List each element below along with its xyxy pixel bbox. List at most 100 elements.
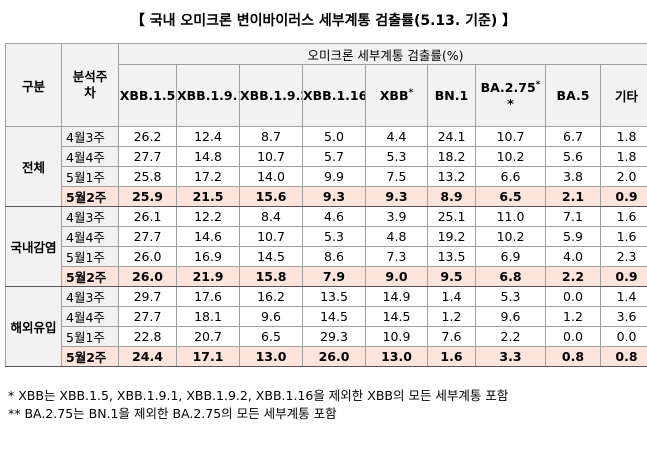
value-cell: 7.1 [545, 206, 601, 227]
value-cell: 8.7 [239, 126, 303, 147]
value-cell: 17.1 [176, 346, 240, 367]
value-cell: 27.7 [118, 306, 177, 327]
value-cell: 29.3 [302, 326, 366, 347]
value-cell: 24.1 [427, 126, 476, 147]
table-row: 5월2주 24.4 17.1 13.0 26.0 13.0 1.6 3.3 0.8 0.8 [6, 346, 647, 367]
week-cell: 5월1주 [61, 326, 119, 347]
column-header-label: 기타 [615, 89, 639, 104]
value-cell: 16.9 [176, 246, 240, 267]
value-cell: 14.5 [239, 246, 303, 267]
footnote-marker: * [535, 80, 541, 91]
column-header-label: BA.2.75 [480, 80, 536, 96]
week-cell: 4월4주 [61, 146, 119, 167]
table-row: 5월1주 25.8 17.2 14.0 9.9 7.5 13.2 6.6 3.8 2.0 [6, 166, 647, 187]
value-cell: 12.2 [176, 206, 240, 227]
value-cell: 6.9 [475, 246, 546, 267]
week-cell: 4월3주 [61, 286, 119, 307]
column-header-label: BA.5 [556, 88, 590, 103]
table-row: 4월4주 27.7 14.6 10.7 5.3 4.8 19.2 10.2 5.9 1.6 [6, 226, 647, 247]
value-cell: 14.5 [365, 306, 428, 327]
value-cell: 1.4 [427, 286, 476, 307]
column-header-label: XBB.1.5 [119, 88, 176, 103]
value-cell: 0.0 [545, 286, 601, 307]
footnotes: * XBB는 XBB.1.5, XBB.1.9.1, XBB.1.9.2, XB… [8, 387, 508, 423]
value-cell: 9.3 [365, 186, 428, 207]
value-cell: 0.9 [599, 266, 647, 287]
value-cell: 8.4 [239, 206, 303, 227]
value-cell: 6.7 [545, 126, 601, 147]
week-header-label: 분석주차 [72, 69, 108, 100]
value-cell: 3.9 [365, 206, 428, 227]
value-cell: 7.5 [365, 166, 428, 187]
value-cell: 7.6 [427, 326, 476, 347]
value-cell: 13.0 [365, 346, 428, 367]
week-cell: 5월1주 [61, 246, 119, 267]
value-cell: 13.2 [427, 166, 476, 187]
column-header-1: XBB.1.9.1 [176, 64, 240, 127]
value-cell: 1.2 [545, 306, 601, 327]
column-header-6: BA.2.75* * [475, 64, 546, 127]
value-cell: 24.4 [118, 346, 177, 367]
table-row: 4월4주 27.7 14.8 10.7 5.7 5.3 18.2 10.2 5.6 1.8 [6, 146, 647, 167]
value-cell: 25.9 [118, 186, 177, 207]
value-cell: 5.3 [302, 226, 366, 247]
value-cell: 14.8 [176, 146, 240, 167]
table-row: 해외유입 4월3주 29.7 17.6 16.2 13.5 14.9 1.4 5.3 0.0 1.4 [5, 286, 647, 367]
value-cell: 6.8 [475, 266, 546, 287]
value-cell: 13.5 [427, 246, 476, 267]
value-cell: 6.5 [239, 326, 303, 347]
value-cell: 6.6 [475, 166, 546, 187]
value-cell: 26.0 [302, 346, 366, 367]
value-cell: 6.5 [475, 186, 546, 207]
column-header-5: BN.1 [427, 64, 476, 127]
value-cell: 1.6 [427, 346, 476, 367]
value-cell: 2.2 [475, 326, 546, 347]
group-label: 전체 [5, 126, 62, 207]
week-cell: 5월2주 [61, 186, 119, 207]
value-cell: 5.7 [302, 146, 366, 167]
value-cell: 3.3 [475, 346, 546, 367]
week-cell: 4월3주 [61, 206, 119, 227]
value-cell: 18.2 [427, 146, 476, 167]
value-cell: 13.5 [302, 286, 366, 307]
value-cell: 19.2 [427, 226, 476, 247]
value-cell: 27.7 [118, 226, 177, 247]
value-cell: 10.7 [475, 126, 546, 147]
value-cell: 0.9 [599, 186, 647, 207]
value-cell: 14.0 [239, 166, 303, 187]
value-cell: 11.0 [475, 206, 546, 227]
value-cell: 18.1 [176, 306, 240, 327]
value-cell: 2.0 [599, 166, 647, 187]
value-cell: 29.7 [118, 286, 177, 307]
footnote-ba275: ** BA.2.75는 BN.1을 제외한 BA.2.75의 모든 세부계통 포… [8, 406, 337, 421]
footnote-xbb: * XBB는 XBB.1.5, XBB.1.9.1, XBB.1.9.2, XB… [8, 388, 509, 403]
value-cell: 9.3 [302, 186, 366, 207]
value-cell: 15.6 [239, 186, 303, 207]
value-cell: 7.9 [302, 266, 366, 287]
column-headers: XBB.1.5 XBB.1.9.1 XBB.1.9.2 XBB.1.16 XBB* BN.… [6, 64, 647, 127]
column-header-label: XBB [379, 88, 409, 104]
table-row: 5월1주 22.8 20.7 6.5 29.3 10.9 7.6 2.2 0.0 0.0 [6, 326, 647, 347]
lineage-span-header: 오미크론 세부계통 검출률(%) [117, 43, 647, 65]
column-header-4: XBB* [365, 64, 428, 127]
value-cell: 17.2 [176, 166, 240, 187]
value-cell: 2.1 [545, 186, 601, 207]
value-cell: 21.9 [176, 266, 240, 287]
value-cell: 20.7 [176, 326, 240, 347]
table-row: 4월4주 27.7 18.1 9.6 14.5 14.5 1.2 9.6 1.2 3.6 [6, 306, 647, 327]
value-cell: 1.6 [599, 226, 647, 247]
value-cell: 8.9 [427, 186, 476, 207]
group-header: 구분 [5, 43, 62, 127]
value-cell: 15.8 [239, 266, 303, 287]
footnote-marker: * [507, 95, 514, 111]
value-cell: 1.8 [599, 126, 647, 147]
value-cell: 3.6 [599, 306, 647, 327]
value-cell: 14.6 [176, 226, 240, 247]
week-cell: 5월2주 [61, 266, 119, 287]
value-cell: 13.0 [239, 346, 303, 367]
value-cell: 21.5 [176, 186, 240, 207]
table-body: 전체 4월3주 26.2 12.4 8.7 5.0 4.4 24.1 10.7 6.7 1.8 4월4… [5, 126, 647, 367]
value-cell: 0.0 [599, 326, 647, 347]
value-cell: 12.4 [176, 126, 240, 147]
lineage-detection-table: 구분 분석주차 오미크론 세부계통 검출률(%) XBB.1.5 XBB.1.9.… [5, 43, 647, 367]
